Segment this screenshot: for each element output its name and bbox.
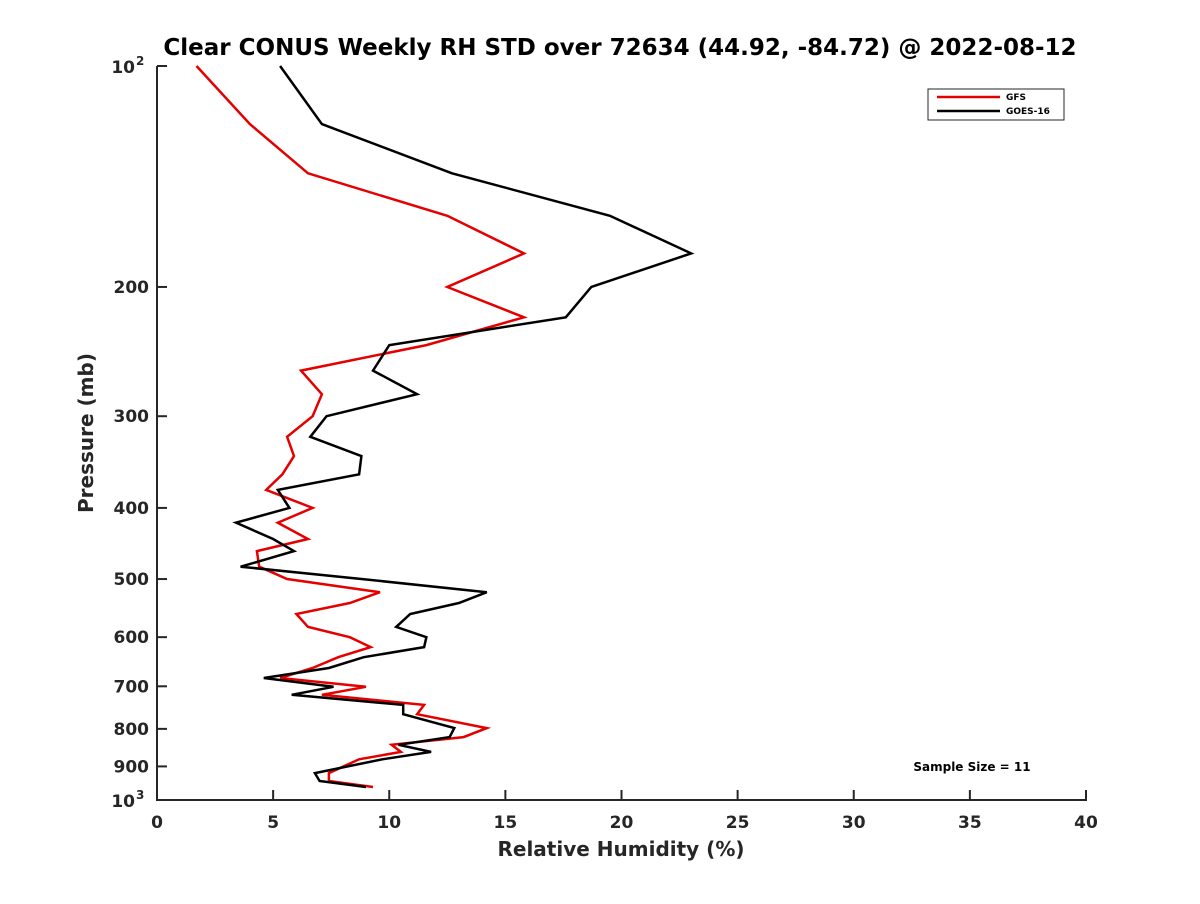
y-tick-label-base: 10 xyxy=(111,792,135,812)
series-line-gfs xyxy=(195,65,528,789)
y-tick-label-base: 10 xyxy=(111,58,135,78)
x-tick-labels: 0 5 10 15 20 25 30 35 40 xyxy=(151,813,1098,833)
x-axis-label: Relative Humidity (%) xyxy=(497,837,744,861)
x-tick-label: 25 xyxy=(726,813,750,833)
x-tick-label: 35 xyxy=(958,813,982,833)
x-tick-label: 0 xyxy=(151,813,163,833)
legend-label-goes16: GOES-16 xyxy=(1006,107,1050,117)
y-tick-label: 500 xyxy=(114,570,150,590)
x-tick-label: 10 xyxy=(377,813,401,833)
x-tick-label: 40 xyxy=(1074,813,1098,833)
y-tick-label: 200 xyxy=(114,278,150,298)
x-tick-label: 15 xyxy=(494,813,518,833)
y-tick-label: 600 xyxy=(114,628,150,648)
legend-label-gfs: GFS xyxy=(1006,93,1026,103)
legend: GFS GOES-16 xyxy=(927,88,1065,121)
y-tick-label: 400 xyxy=(114,499,150,519)
x-tick-label: 30 xyxy=(842,813,866,833)
y-tick-label: 900 xyxy=(114,757,150,777)
series-lines xyxy=(195,65,695,789)
chart-title: Clear CONUS Weekly RH STD over 72634 (44… xyxy=(163,35,1076,61)
sample-size-annotation: Sample Size = 11 xyxy=(913,760,1030,774)
y-tick-label: 800 xyxy=(114,720,150,740)
y-axis-label: Pressure (mb) xyxy=(74,353,98,513)
x-tick-label: 5 xyxy=(267,813,279,833)
y-tick-label: 700 xyxy=(114,677,150,697)
axes xyxy=(156,65,1087,801)
legend-box xyxy=(927,88,1065,121)
y-tick-label: 300 xyxy=(114,407,150,427)
y-tick-label-exponent: 2 xyxy=(136,54,144,68)
series-line-goes16 xyxy=(232,65,695,789)
y-tick-label-exponent: 3 xyxy=(136,788,144,802)
x-tick-label: 20 xyxy=(610,813,634,833)
